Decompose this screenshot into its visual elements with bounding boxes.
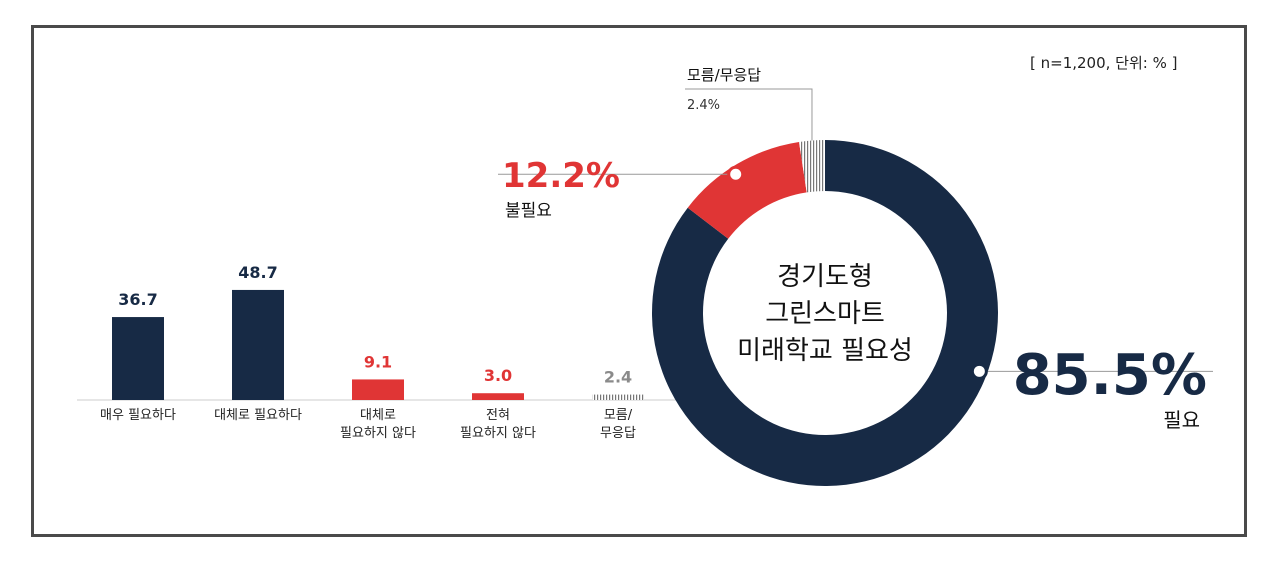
donut-slice-label-2: 불필요: [505, 201, 552, 221]
bar-5: [592, 394, 644, 400]
bar-value-label-2: 48.7: [238, 263, 277, 282]
bar-value-label-5: 2.4: [604, 368, 632, 387]
donut-slice-3: [799, 140, 825, 193]
bar-3: [352, 379, 404, 400]
sample-size-label: [ n=1,200, 단위: % ]: [1030, 54, 1178, 72]
bar-category-label-3-2: 필요하지 않다: [340, 426, 416, 441]
bar-category-label-5-2: 무응답: [600, 426, 636, 441]
chart-frame: [31, 25, 1247, 537]
bar-2: [232, 289, 284, 400]
bar-category-label-1-1: 매우 필요하다: [100, 408, 176, 423]
donut-center-label-1: 경기도형: [777, 262, 873, 292]
donut-slice-label-1: 필요: [1163, 408, 1200, 432]
leader-line-3: [685, 88, 813, 141]
bar-category-label-5-1: 모름/: [604, 408, 633, 423]
donut-slice-2: [687, 141, 807, 239]
bar-value-label-4: 3.0: [484, 366, 512, 385]
bar-category-label-4-1: 전혀: [486, 408, 510, 423]
bar-value-label-1: 36.7: [118, 290, 157, 309]
bar-category-label-4-2: 필요하지 않다: [460, 426, 536, 441]
donut-slice-label-3: 모름/무응답: [687, 66, 761, 84]
bar-value-label-3: 9.1: [364, 352, 392, 371]
bar-category-label-3-1: 대체로: [360, 408, 396, 423]
bar-category-label-2-1: 대체로 필요하다: [214, 408, 302, 423]
bar-4: [472, 393, 524, 400]
donut-slice-value-1: 85.5%: [1013, 343, 1207, 408]
donut-center-label-3: 미래학교 필요성: [737, 336, 913, 366]
donut-slice-value-2: 12.2%: [502, 156, 620, 196]
bar-1: [112, 317, 164, 400]
donut-center-label-2: 그린스마트: [765, 299, 885, 329]
donut-slice-value-3: 2.4%: [687, 98, 720, 113]
leader-dot-1: [970, 362, 988, 380]
leader-dot-2: [727, 165, 745, 183]
donut-slice-1: [651, 140, 998, 487]
